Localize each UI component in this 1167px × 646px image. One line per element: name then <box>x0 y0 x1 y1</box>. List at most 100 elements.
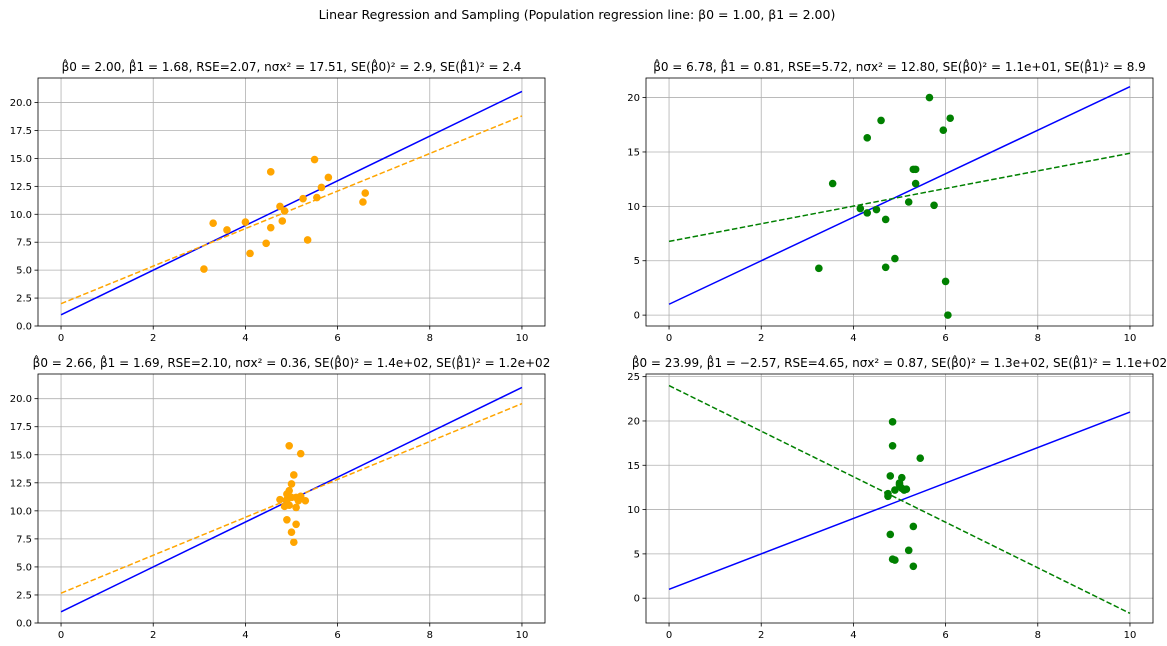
x-tick-label: 0 <box>666 333 672 344</box>
data-point <box>299 194 307 203</box>
y-tick-label: 20 <box>627 416 640 427</box>
y-tick-label: 15.0 <box>10 154 32 165</box>
data-point <box>891 486 899 494</box>
y-tick-label: 15 <box>627 147 640 158</box>
plot-area <box>60 90 523 316</box>
y-tick-label: 10 <box>627 505 640 516</box>
data-point <box>310 155 319 164</box>
y-tick-label: 12.5 <box>10 182 32 193</box>
fitted-regression-line <box>668 152 1131 243</box>
data-point <box>916 454 925 462</box>
x-tick-label: 2 <box>150 630 156 641</box>
x-tick-label: 2 <box>758 630 764 641</box>
data-point <box>815 264 823 273</box>
y-tick-label: 20.0 <box>10 394 32 405</box>
x-tick-label: 6 <box>334 333 340 344</box>
data-point <box>881 263 890 272</box>
x-tick-label: 0 <box>666 630 672 641</box>
data-point <box>287 528 296 536</box>
y-tick-label: 2.5 <box>16 590 32 601</box>
data-point <box>290 538 298 547</box>
x-tick-label: 0 <box>58 630 64 641</box>
data-point <box>290 471 298 479</box>
x-tick-label: 10 <box>1124 333 1137 344</box>
x-tick-label: 10 <box>516 333 529 344</box>
data-point <box>863 209 872 217</box>
y-tick-label: 10.0 <box>10 506 32 517</box>
data-point <box>944 311 952 319</box>
x-tick-label: 8 <box>427 630 433 641</box>
subplot-title: β̂0 = 2.00, β̂1 = 1.68, RSE=2.07, nσx² =… <box>62 58 522 74</box>
fitted-regression-line <box>668 384 1131 615</box>
data-point <box>280 207 289 215</box>
data-point <box>266 168 275 176</box>
y-tick-label: 5.0 <box>16 266 32 277</box>
plot-area <box>668 384 1131 615</box>
population-regression-line <box>668 411 1131 591</box>
plot-area <box>668 86 1131 319</box>
data-point <box>946 114 954 123</box>
data-point <box>863 134 872 142</box>
y-tick-label: 5.0 <box>16 562 32 573</box>
y-tick-label: 17.5 <box>10 126 32 137</box>
data-point <box>359 198 367 206</box>
data-point <box>317 183 326 192</box>
y-tick-label: 20 <box>627 93 640 104</box>
data-point <box>324 173 333 182</box>
population-regression-line <box>60 90 523 316</box>
x-tick-label: 8 <box>1035 333 1041 344</box>
subplot-bottom-right: 0 2 4 6 8 10 0 5 10 15 20 25 β̂0 = 23.99, β̂1 = −2.5… <box>627 354 1167 641</box>
data-point <box>200 265 208 273</box>
data-point <box>285 486 293 495</box>
data-point <box>266 223 275 232</box>
data-point <box>909 522 918 531</box>
data-point <box>872 205 881 214</box>
plot-area <box>60 386 523 613</box>
data-point <box>292 503 300 512</box>
figure-suptitle: Linear Regression and Sampling (Populati… <box>319 7 836 22</box>
data-point <box>292 520 300 529</box>
data-point <box>904 546 913 555</box>
data-point <box>303 236 312 244</box>
x-tick-label: 4 <box>850 630 856 641</box>
data-point <box>877 116 885 125</box>
subplot-top-right: 0 2 4 6 8 10 0 5 10 15 20 β̂0 = 6.78, β̂1 = 0.81, R… <box>627 58 1154 344</box>
fitted-regression-line <box>60 115 523 305</box>
subplot-title: β̂0 = 23.99, β̂1 = −2.57, RSE=4.65, nσx²… <box>632 354 1167 370</box>
data-point <box>301 496 310 505</box>
x-tick-label: 8 <box>1035 630 1041 641</box>
data-point <box>898 473 906 482</box>
data-point <box>888 418 897 426</box>
data-point <box>313 193 321 202</box>
x-tick-label: 6 <box>334 630 340 641</box>
y-tick-label: 5 <box>634 549 640 560</box>
data-point <box>881 215 890 224</box>
x-tick-label: 4 <box>242 333 248 344</box>
data-point <box>902 485 911 493</box>
subplot-top-left: 0 2 4 6 8 10 0.0 2.5 5.0 7.5 10.0 12.5 15.0 17.5 20.0 β… <box>10 58 546 344</box>
population-regression-line <box>668 86 1131 305</box>
y-tick-label: 15 <box>627 461 640 472</box>
data-point <box>925 93 934 102</box>
axes-frame <box>37 373 546 624</box>
data-point <box>262 239 270 248</box>
y-tick-label: 10.0 <box>10 210 32 221</box>
y-tick-label: 12.5 <box>10 478 32 489</box>
data-point <box>891 254 899 263</box>
axes-frame <box>645 373 1154 624</box>
data-point <box>930 201 938 210</box>
data-point <box>361 189 370 197</box>
data-point <box>287 480 296 488</box>
data-point <box>856 204 865 213</box>
data-point <box>884 492 892 501</box>
y-tick-label: 2.5 <box>16 294 32 305</box>
data-point <box>285 441 293 450</box>
data-point <box>223 226 231 234</box>
y-tick-label: 0 <box>634 594 640 605</box>
subplot-bottom-left: 0 2 4 6 8 10 0.0 2.5 5.0 7.5 10.0 12.5 15.0 17.5 20.0 β… <box>10 354 551 641</box>
y-tick-label: 20.0 <box>10 98 32 109</box>
x-tick-label: 0 <box>58 333 64 344</box>
y-tick-label: 0.0 <box>16 619 32 630</box>
y-tick-label: 5 <box>634 256 640 267</box>
